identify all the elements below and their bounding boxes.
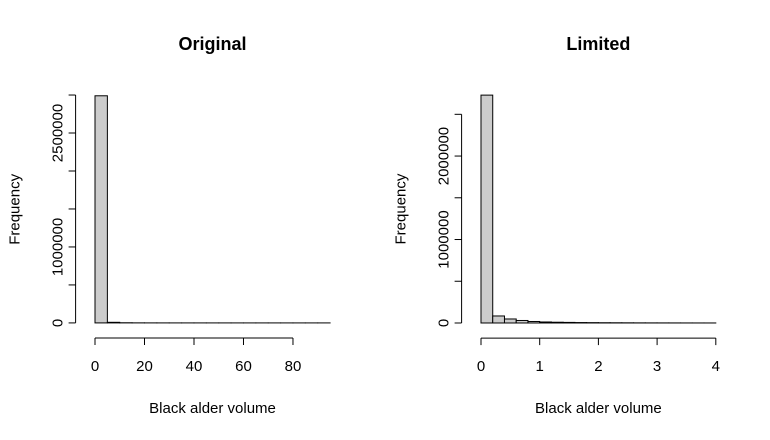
y-tick-label: 2000000 (436, 127, 453, 185)
chart-title: Limited (566, 34, 630, 54)
x-tick-label: 2 (594, 358, 602, 375)
x-axis-title: Black alder volume (149, 400, 276, 417)
bar (562, 321, 576, 324)
y-axis-title: Frequency (7, 173, 24, 244)
y-tick-label: 0 (436, 319, 453, 327)
y-tick-label: 1000000 (50, 218, 67, 276)
y-tick-label: 1000000 (436, 210, 453, 268)
bar (106, 321, 121, 324)
x-axis-title: Black alder volume (535, 400, 662, 417)
bar (515, 319, 529, 324)
x-tick-label: 40 (186, 358, 203, 375)
x-tick-label: 20 (136, 358, 153, 375)
x-tick-label: 0 (91, 358, 99, 375)
y-axis-title: Frequency (393, 173, 410, 244)
bar (480, 94, 494, 324)
bar (503, 318, 517, 324)
bar (527, 320, 541, 324)
x-tick-label: 80 (285, 358, 302, 375)
y-tick-label: 0 (50, 319, 67, 327)
chart-title: Original (179, 34, 247, 54)
x-tick-label: 3 (653, 358, 661, 375)
x-tick-label: 0 (477, 358, 485, 375)
bar (539, 321, 552, 324)
bar (94, 95, 108, 324)
bar (492, 315, 505, 324)
x-tick-label: 1 (536, 358, 544, 375)
x-tick-label: 4 (712, 358, 720, 375)
x-tick-label: 60 (235, 358, 252, 375)
bar (550, 321, 564, 324)
y-tick-label: 2500000 (50, 104, 67, 162)
